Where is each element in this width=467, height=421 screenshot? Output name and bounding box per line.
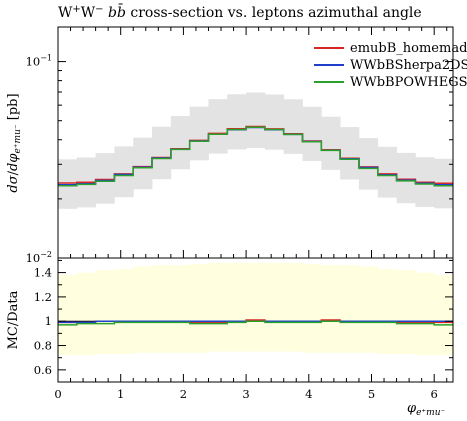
ratio-band-bin-14 bbox=[321, 265, 340, 353]
ratio-y-tick-label-2: 1 bbox=[45, 314, 52, 328]
chart-title: W+W− bb̄ cross-section vs. leptons azimu… bbox=[58, 3, 422, 21]
ratio-band-bin-13 bbox=[303, 264, 322, 353]
x-axis-label: φe⁺mu⁻ bbox=[407, 401, 446, 418]
ratio-band-bin-4 bbox=[133, 267, 152, 353]
ratio-y-tick-label-0: 0.6 bbox=[34, 363, 52, 377]
ratio-y-tick-label-3: 1.2 bbox=[34, 290, 52, 304]
ratio-band-bin-6 bbox=[171, 265, 190, 353]
main-y-tick-label-0: 10−1 bbox=[26, 54, 52, 69]
ratio-band-bin-12 bbox=[284, 263, 303, 352]
main-band-bin-3 bbox=[114, 146, 133, 197]
main-band-bin-8 bbox=[208, 99, 227, 153]
legend: emubB_homemade WWbBSherpa2DS WWbBPOWHEGS bbox=[314, 41, 467, 90]
ratio-uncertainty-band bbox=[58, 263, 453, 355]
legend-label-2: WWbBPOWHEGS bbox=[350, 75, 467, 90]
main-band-bin-15 bbox=[340, 127, 359, 179]
main-y-tick-label-1: 10−2 bbox=[26, 250, 52, 265]
main-band-bin-5 bbox=[152, 127, 171, 179]
ratio-band-bin-20 bbox=[434, 275, 453, 355]
main-band-bin-7 bbox=[190, 107, 209, 161]
legend-label-0: emubB_homemade bbox=[350, 41, 467, 56]
ratio-band-bin-15 bbox=[340, 265, 359, 353]
ratio-band-bin-17 bbox=[378, 269, 397, 354]
main-y-axis-label: dσ/dφe⁺mu⁻ [pb] bbox=[6, 93, 23, 192]
x-tick-label-2: 2 bbox=[180, 387, 187, 401]
x-tick-label-6: 6 bbox=[431, 387, 438, 401]
ratio-band-bin-1 bbox=[77, 273, 96, 356]
main-band-bin-14 bbox=[321, 117, 340, 170]
x-tick-label-4: 4 bbox=[305, 387, 312, 401]
ratio-y-tick-label-4: 1.4 bbox=[34, 266, 52, 280]
main-band-bin-6 bbox=[171, 116, 190, 169]
ratio-band-bin-8 bbox=[208, 263, 227, 352]
ratio-band-bin-0 bbox=[58, 275, 77, 355]
x-tick-label-5: 5 bbox=[368, 387, 375, 401]
x-tick-label-3: 3 bbox=[242, 387, 249, 401]
ratio-band-bin-3 bbox=[114, 269, 133, 354]
ratio-band-bin-16 bbox=[359, 267, 378, 353]
ratio-band-bin-2 bbox=[96, 270, 115, 354]
main-band-bin-4 bbox=[133, 138, 152, 190]
main-band-bin-9 bbox=[227, 94, 246, 149]
main-band-bin-12 bbox=[284, 99, 303, 154]
main-band-bin-18 bbox=[397, 153, 416, 203]
x-tick-label-0: 0 bbox=[54, 387, 61, 401]
ratio-band-bin-19 bbox=[415, 273, 434, 356]
main-band-bin-11 bbox=[265, 94, 284, 149]
ratio-band-bin-5 bbox=[152, 265, 171, 353]
main-uncertainty-band bbox=[58, 93, 453, 209]
ratio-band-bin-18 bbox=[397, 270, 416, 354]
ratio-band-bin-9 bbox=[227, 263, 246, 352]
x-tick-label-1: 1 bbox=[117, 387, 124, 401]
main-band-bin-10 bbox=[246, 93, 265, 149]
ratio-y-axis-label: MC/Data bbox=[6, 290, 21, 349]
ratio-y-tick-label-1: 0.8 bbox=[34, 339, 52, 353]
ratio-band-bin-11 bbox=[265, 263, 284, 352]
main-band-bin-2 bbox=[96, 153, 115, 204]
legend-label-1: WWbBSherpa2DS bbox=[350, 58, 467, 73]
main-band-bin-17 bbox=[378, 147, 397, 198]
ratio-band-bin-10 bbox=[246, 263, 265, 352]
main-band-bin-16 bbox=[359, 138, 378, 190]
ratio-band-bin-7 bbox=[190, 264, 209, 353]
main-band-bin-13 bbox=[303, 107, 322, 161]
